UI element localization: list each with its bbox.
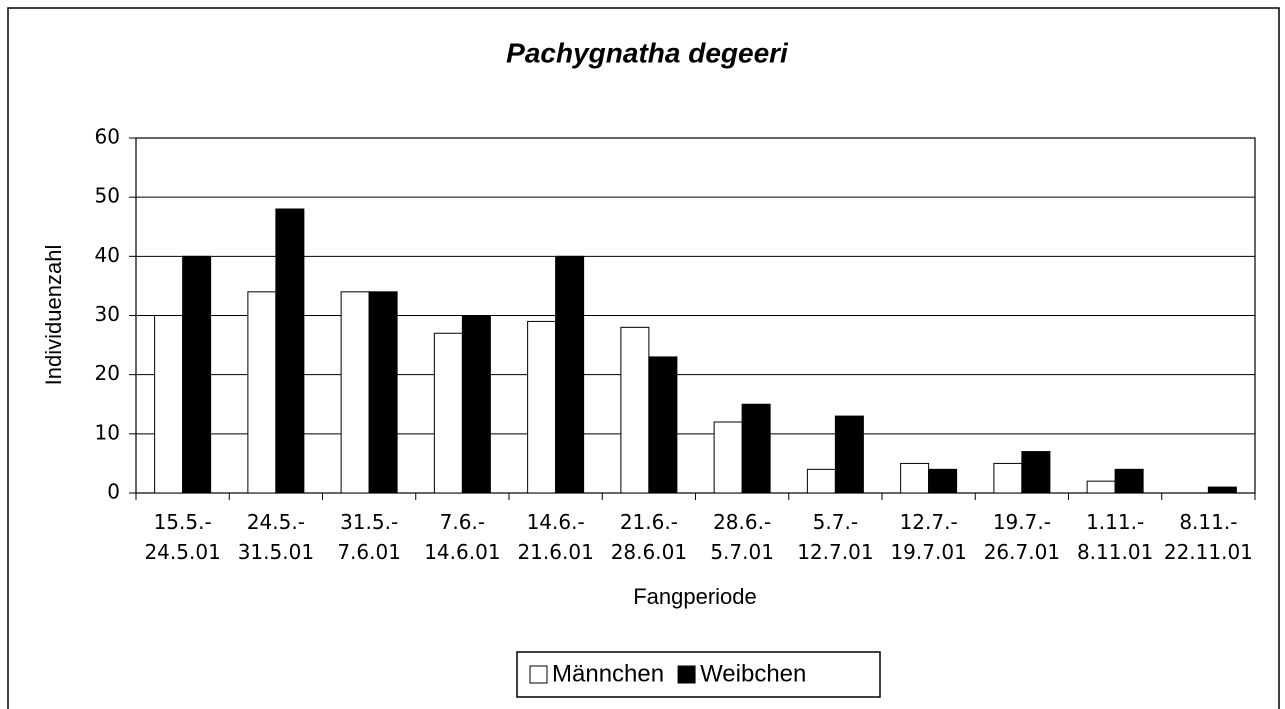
x-tick-label: 31.5.-7.6.01 [337,510,401,564]
bar [275,208,305,494]
bar [182,255,212,494]
x-tick-label: 15.5.-24.5.01 [144,510,220,564]
y-axis-title: Individuenzahl [41,245,66,386]
y-tick-label: 30 [95,302,120,326]
x-tick-label: 19.7.-26.7.01 [984,510,1060,564]
chart-title: Pachygnatha degeeri [506,37,789,68]
bar [1114,468,1144,494]
x-axis-title: Fangperiode [633,584,757,609]
y-tick-label: 60 [95,125,120,149]
bar [806,468,836,494]
bar [713,421,743,494]
y-tick-label: 40 [95,243,120,267]
x-tick-label: 8.11.-22.11.01 [1164,510,1253,564]
bar [340,291,370,494]
legend-label: Männchen [552,660,664,687]
bar [461,315,491,494]
bar [648,356,678,494]
bar [620,326,650,494]
x-tick-label: 14.6.-21.6.01 [517,510,593,564]
x-tick-label: 5.7.-12.7.01 [797,510,873,564]
bar [1086,480,1116,494]
bar [433,332,463,494]
legend-box [516,651,881,698]
y-tick-label: 0 [107,480,120,504]
x-tick-label: 7.6.-14.6.01 [424,510,500,564]
y-tick-label: 20 [95,361,120,385]
bar [1207,486,1237,494]
bar [928,468,958,494]
legend-swatch [677,665,696,684]
x-tick-label: 1.11.-8.11.01 [1077,510,1153,564]
bar [741,403,771,494]
legend-label: Weibchen [700,660,806,687]
bar [900,462,930,494]
legend-swatch [529,665,548,684]
chart-frame [7,7,1280,709]
y-tick-label: 50 [95,184,120,208]
bar [154,315,184,494]
bar [1021,451,1051,494]
y-tick-label: 10 [95,420,120,444]
x-tick-label: 24.5.-31.5.01 [238,510,314,564]
x-tick-label: 28.6.-5.7.01 [710,510,774,564]
bar [555,255,585,494]
bar [368,291,398,494]
x-tick-label: 21.6.-28.6.01 [611,510,687,564]
bar [993,462,1023,494]
bar [527,320,557,494]
bar [247,291,277,494]
bar [834,415,864,494]
x-tick-label: 12.7.-19.7.01 [890,510,966,564]
